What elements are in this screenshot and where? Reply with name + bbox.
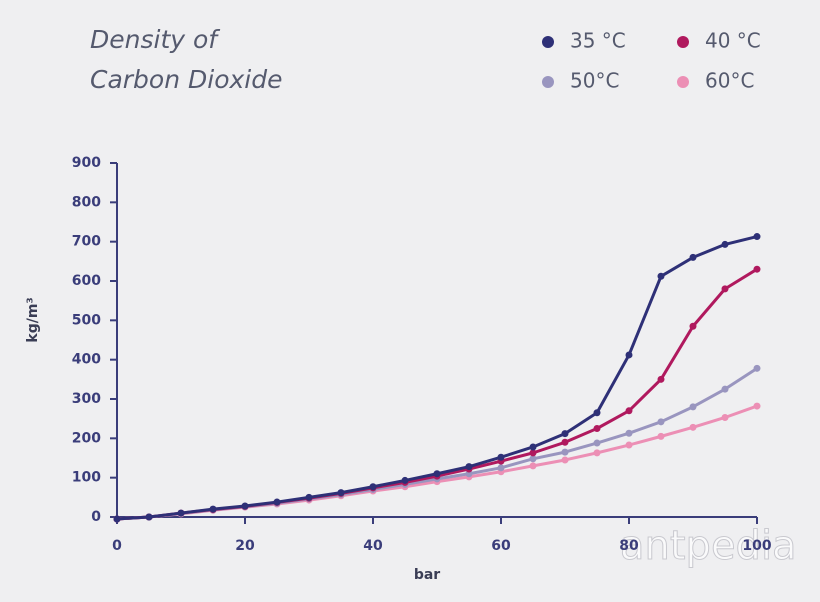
data-point	[625, 351, 633, 359]
x-tick-label: 80	[619, 538, 639, 554]
legend-label: 60°C	[705, 69, 754, 93]
y-tick-label: 0	[91, 509, 101, 525]
watermark: antpedia	[620, 523, 797, 569]
data-point	[721, 285, 729, 293]
data-point	[497, 464, 505, 472]
legend-label: 40 °C	[705, 29, 761, 53]
data-point	[561, 438, 569, 446]
chart-title: Density of	[90, 25, 220, 54]
y-tick-label: 300	[72, 391, 101, 407]
data-point	[721, 385, 729, 393]
data-point	[241, 502, 249, 510]
x-tick-label: 0	[112, 538, 122, 554]
data-point	[753, 364, 761, 372]
data-point	[529, 462, 537, 470]
data-point	[529, 455, 537, 463]
data-point	[497, 453, 505, 461]
x-tick-label: 60	[491, 538, 511, 554]
data-point	[689, 322, 697, 330]
data-point	[433, 470, 441, 478]
y-tick-label: 400	[72, 352, 101, 368]
data-point	[593, 439, 601, 447]
legend-marker	[542, 76, 554, 88]
legend-label: 35 °C	[570, 29, 626, 53]
data-point	[529, 449, 537, 457]
y-tick-label: 500	[72, 312, 101, 328]
legend-marker	[677, 76, 689, 88]
data-point	[369, 483, 377, 491]
data-point	[273, 498, 281, 506]
data-point	[593, 425, 601, 432]
x-axis-label: bar	[414, 567, 440, 583]
data-point	[401, 476, 409, 484]
data-point	[113, 515, 121, 523]
y-tick-label: 600	[72, 273, 101, 289]
data-point	[657, 432, 665, 440]
y-tick-label: 700	[72, 234, 101, 250]
data-point	[721, 413, 729, 421]
data-point	[689, 403, 697, 411]
data-point	[465, 463, 473, 471]
data-point	[625, 407, 633, 415]
legend-label: 50°C	[570, 69, 619, 93]
x-tick-label: 40	[363, 538, 383, 554]
data-point	[561, 456, 569, 464]
data-point	[657, 375, 665, 383]
data-point	[305, 493, 313, 501]
data-point	[337, 489, 345, 497]
data-point	[657, 272, 665, 280]
data-point	[753, 265, 761, 273]
y-tick-label: 900	[72, 155, 101, 171]
y-tick-label: 100	[72, 470, 101, 486]
x-tick-label: 100	[742, 538, 771, 554]
data-point	[561, 430, 569, 438]
data-point	[177, 509, 185, 517]
data-point	[593, 409, 601, 417]
data-point	[721, 240, 729, 248]
y-axis-label: kg/m³	[25, 297, 41, 342]
data-point	[753, 402, 761, 410]
data-point	[753, 233, 761, 241]
data-point	[625, 429, 633, 437]
y-tick-label: 800	[72, 194, 101, 210]
data-point	[625, 441, 633, 449]
x-tick-label: 20	[235, 538, 255, 554]
data-point	[145, 513, 153, 521]
legend-marker	[677, 36, 689, 48]
data-point	[657, 418, 665, 426]
data-point	[593, 449, 601, 457]
data-point	[209, 505, 217, 513]
data-point	[561, 448, 569, 456]
data-point	[689, 253, 697, 261]
data-point	[689, 423, 697, 431]
legend-marker	[542, 36, 554, 48]
data-point	[529, 443, 537, 451]
chart-title: Carbon Dioxide	[90, 65, 283, 94]
y-tick-label: 200	[72, 430, 101, 446]
